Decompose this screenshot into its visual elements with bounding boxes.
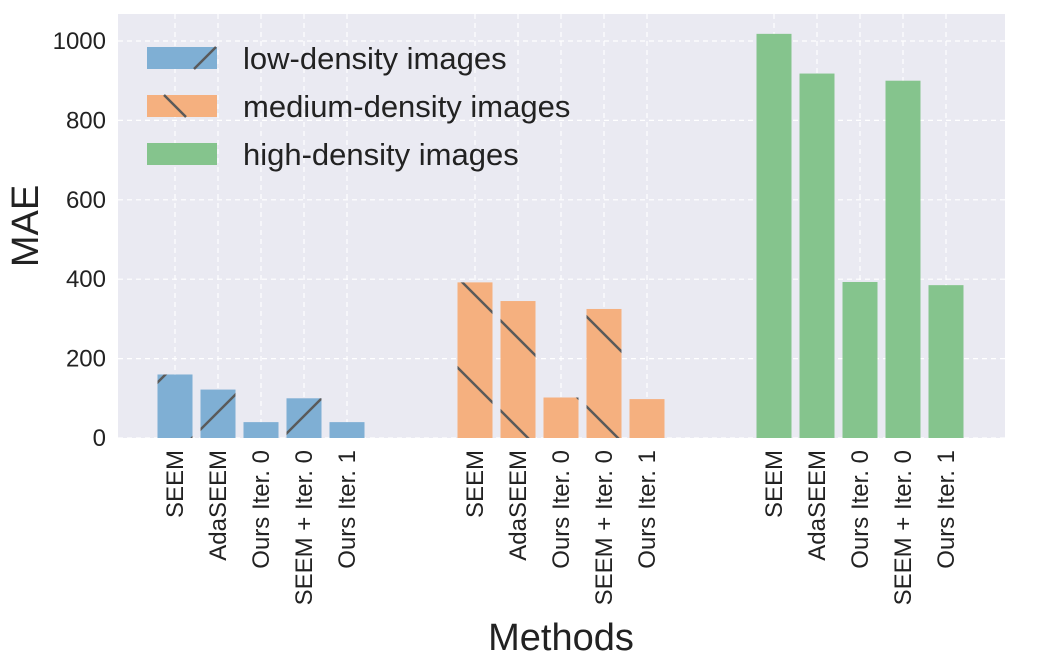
bar-hatch: [543, 397, 579, 438]
bar: [842, 281, 878, 438]
y-tick-label: 1000: [53, 28, 106, 55]
bar: [885, 80, 921, 438]
x-tick-label: AdaSEEM: [205, 450, 232, 561]
legend-label: medium-density images: [243, 89, 570, 124]
x-tick-label: SEEM + Iter. 0: [890, 450, 917, 605]
legend-hatch: [163, 94, 187, 118]
legend-label: high-density images: [243, 137, 519, 172]
x-tick-label: SEEM: [462, 450, 489, 518]
bar-hatch: [500, 301, 536, 438]
bar: [799, 73, 835, 438]
y-tick-labels: 0 200 400 600 800 1000: [53, 28, 106, 452]
bar-hatch: [243, 422, 279, 438]
x-tick-label: AdaSEEM: [804, 450, 831, 561]
x-tick-labels: SEEM AdaSEEM Ours Iter. 0 SEEM + Iter. 0 Our…: [162, 450, 960, 605]
x-axis-title: Methods: [488, 617, 634, 659]
x-tick-label: SEEM: [761, 450, 788, 518]
bar: [756, 33, 792, 438]
y-tick-label: 0: [93, 425, 106, 452]
bar-hatch: [457, 282, 493, 438]
bar-hatch: [157, 374, 193, 438]
bar-hatch: [200, 389, 236, 438]
x-tick-label: Ours Iter. 0: [248, 450, 275, 569]
bars: [157, 33, 964, 438]
bar-hatch: [586, 308, 622, 438]
y-axis-title: MAE: [5, 185, 47, 267]
bar-hatch: [329, 422, 365, 438]
y-tick-label: 200: [66, 346, 106, 373]
bar-hatch: [629, 399, 665, 438]
legend-swatch: [147, 143, 217, 165]
y-tick-label: 400: [66, 266, 106, 293]
x-tick-label: SEEM + Iter. 0: [591, 450, 618, 605]
x-tick-label: Ours Iter. 1: [634, 450, 661, 569]
bar-hatch: [286, 398, 322, 438]
legend: low-density images medium-density images h…: [147, 41, 570, 172]
legend-hatch: [193, 46, 217, 70]
bar: [928, 285, 964, 438]
y-tick-label: 800: [66, 107, 106, 134]
x-tick-label: Ours Iter. 1: [933, 450, 960, 569]
x-tick-label: SEEM: [162, 450, 189, 518]
x-tick-label: Ours Iter. 0: [847, 450, 874, 569]
legend-swatch: [147, 95, 217, 117]
x-tick-label: Ours Iter. 0: [548, 450, 575, 569]
x-tick-label: SEEM + Iter. 0: [291, 450, 318, 605]
x-tick-label: Ours Iter. 1: [334, 450, 361, 569]
x-tick-label: AdaSEEM: [505, 450, 532, 561]
legend-label: low-density images: [243, 41, 507, 76]
y-tick-label: 600: [66, 187, 106, 214]
